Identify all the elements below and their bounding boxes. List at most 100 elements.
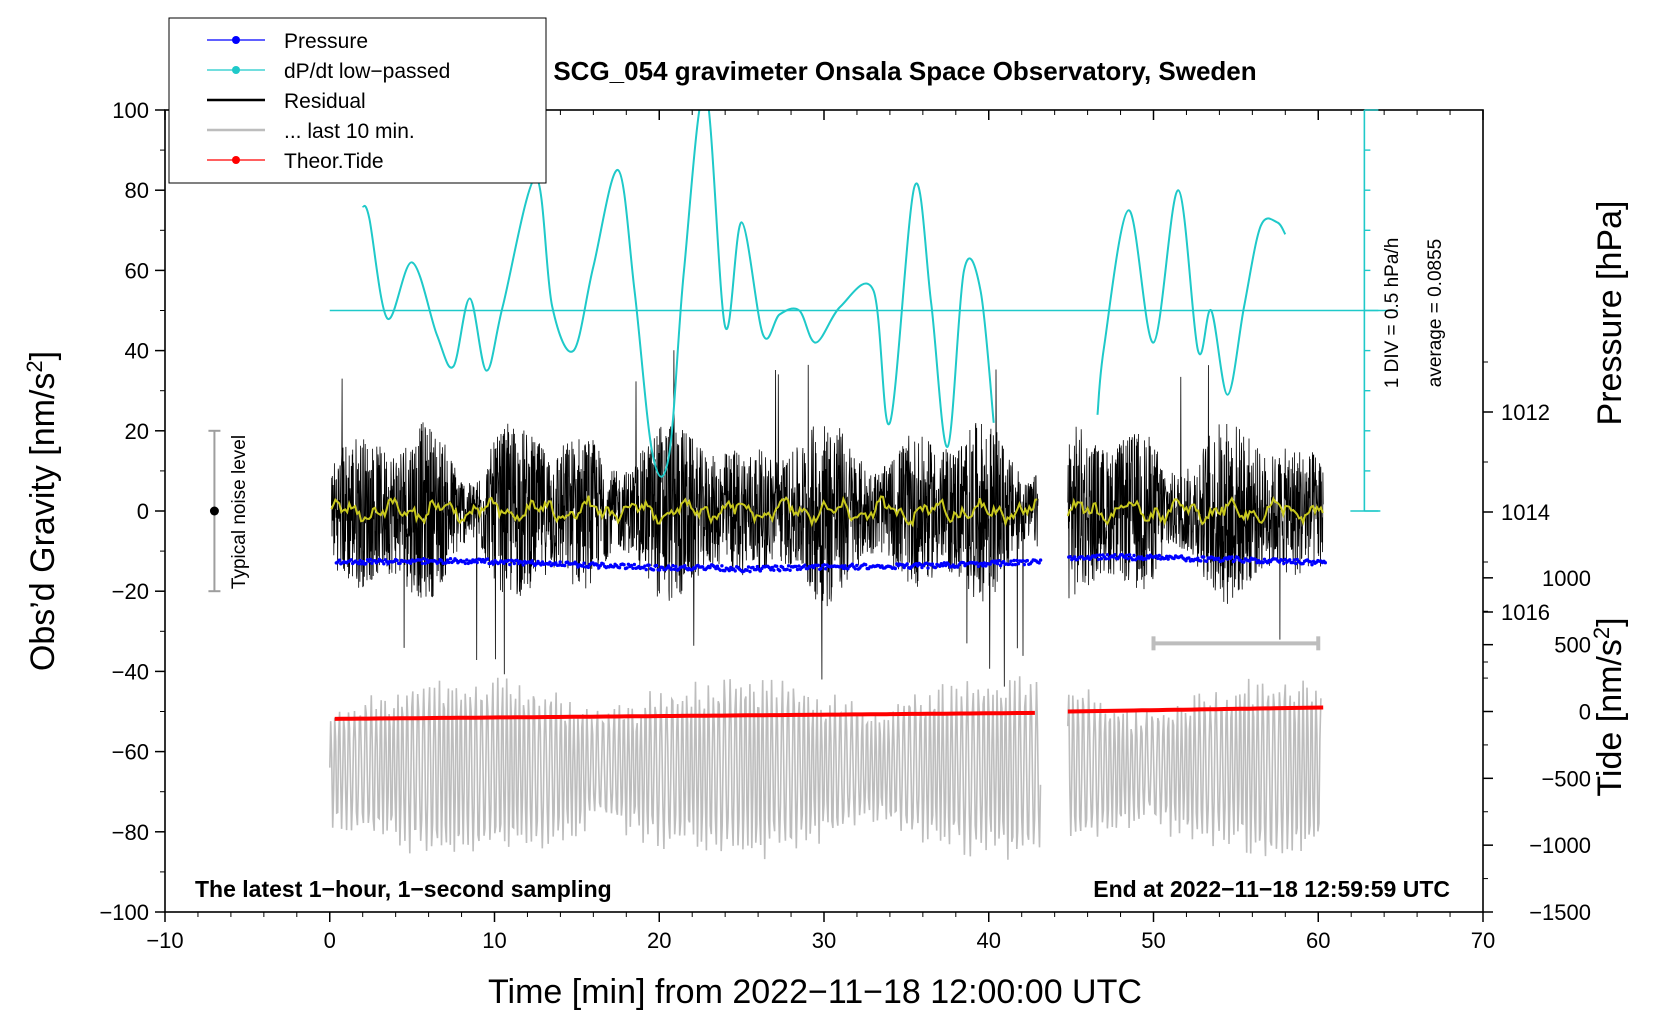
pressure-point xyxy=(1248,559,1252,563)
pressure-point xyxy=(850,562,854,566)
pressure-point xyxy=(941,564,945,568)
x-tick-label: 60 xyxy=(1306,928,1330,953)
pressure-point xyxy=(683,564,687,568)
x-axis: −10 0 10 20 30 40 50 60 70 xyxy=(146,110,1495,953)
pressure-point xyxy=(485,557,490,561)
pressure-point xyxy=(1073,555,1077,559)
pressure-point xyxy=(924,561,929,565)
legend-marker xyxy=(232,156,240,164)
pressure-point xyxy=(1096,557,1101,562)
pressure-point xyxy=(1242,560,1246,564)
pressure-point xyxy=(982,561,986,565)
pressure-axis-title: Pressure [hPa] xyxy=(1591,201,1629,426)
y-axis-left-title-sup: 2 xyxy=(22,360,47,372)
y-tick-label: −60 xyxy=(112,740,149,765)
noise-level-indicator xyxy=(208,429,221,593)
pressure-point xyxy=(1323,561,1328,565)
pressure-point xyxy=(1099,557,1104,561)
pressure-trace xyxy=(334,553,1328,574)
pressure-point xyxy=(420,561,424,566)
tide-tick-label: 0 xyxy=(1579,700,1591,725)
pressure-point xyxy=(563,563,567,568)
y-tick-label: 60 xyxy=(125,258,149,283)
pressure-point xyxy=(511,559,515,563)
pressure-point xyxy=(1154,554,1159,558)
pressure-point xyxy=(423,561,427,566)
dpdt-scale-bar xyxy=(1350,109,1381,512)
pressure-point xyxy=(580,564,585,568)
pressure-point xyxy=(938,564,942,568)
pressure-point xyxy=(746,565,751,569)
pressure-point xyxy=(1308,560,1313,564)
x-tick-label: 0 xyxy=(324,928,336,953)
pressure-point xyxy=(786,564,791,568)
pressure-point xyxy=(364,561,368,566)
pressure-point xyxy=(521,563,525,567)
pressure-point xyxy=(1016,562,1021,566)
pressure-point xyxy=(841,566,846,571)
y-tick-label: −100 xyxy=(99,900,149,925)
pressure-point xyxy=(816,563,820,567)
pressure-point xyxy=(755,564,760,569)
pressure-point xyxy=(961,561,966,565)
noise-center-dot xyxy=(209,506,219,516)
pressure-point xyxy=(422,557,426,561)
pressure-point xyxy=(539,563,543,567)
pressure-point xyxy=(380,559,384,563)
pressure-point xyxy=(745,568,749,572)
tide-axis-title-sup: 2 xyxy=(1589,627,1614,639)
pressure-point xyxy=(1172,556,1176,561)
pressure-point xyxy=(1233,558,1237,562)
pressure-point xyxy=(1187,556,1191,560)
pressure-point xyxy=(361,559,365,564)
pressure-point xyxy=(408,561,413,565)
pressure-point xyxy=(447,560,451,565)
pressure-point xyxy=(647,563,651,567)
pressure-point xyxy=(1292,558,1296,562)
pressure-point xyxy=(754,567,758,572)
pressure-point xyxy=(1105,553,1110,557)
pressure-point xyxy=(823,567,828,571)
pressure-point xyxy=(651,568,656,572)
tide-trace xyxy=(1067,705,1324,714)
pressure-point xyxy=(444,561,448,565)
pressure-point xyxy=(1288,558,1292,562)
pressure-point xyxy=(1104,557,1108,561)
pressure-point xyxy=(582,561,586,565)
pressure-point xyxy=(718,568,723,572)
pressure-point xyxy=(1199,559,1203,563)
dpdt-scale-label: 1 DIV = 0.5 hPa/h xyxy=(1382,238,1403,389)
y-tick-label: 20 xyxy=(125,419,149,444)
pressure-point xyxy=(998,563,1003,568)
legend-label: Pressure xyxy=(284,30,368,53)
pressure-point xyxy=(349,558,353,562)
pressure-tick-label: 1014 xyxy=(1501,500,1550,525)
dpdt-trace xyxy=(1096,189,1287,415)
pressure-point xyxy=(508,562,512,567)
pressure-point xyxy=(595,563,599,567)
legend-marker xyxy=(232,36,240,44)
tide-tick-label: −1500 xyxy=(1529,900,1591,925)
pressure-point xyxy=(788,568,792,572)
pressure-point xyxy=(558,560,562,564)
pressure-point xyxy=(530,559,534,563)
pressure-point xyxy=(465,558,469,562)
noise-level-label: Typical noise level xyxy=(229,435,250,589)
dpdt-trace xyxy=(361,110,995,478)
residual-smooth-trace xyxy=(330,495,1038,528)
pressure-point xyxy=(337,558,341,562)
pressure-point xyxy=(611,565,616,569)
pressure-point xyxy=(520,560,524,564)
pressure-point xyxy=(439,558,444,563)
pressure-point xyxy=(819,566,823,571)
tide-axis-title-close: ] xyxy=(1591,617,1629,626)
pressure-point xyxy=(1021,559,1025,563)
pressure-point xyxy=(843,564,847,568)
x-tick-label: 70 xyxy=(1471,928,1495,953)
pressure-point xyxy=(758,569,763,573)
pressure-point xyxy=(1202,555,1206,559)
legend-label: ... last 10 min. xyxy=(284,120,415,143)
pressure-point xyxy=(469,560,473,565)
pressure-point xyxy=(548,560,552,564)
pressure-point xyxy=(748,569,752,574)
